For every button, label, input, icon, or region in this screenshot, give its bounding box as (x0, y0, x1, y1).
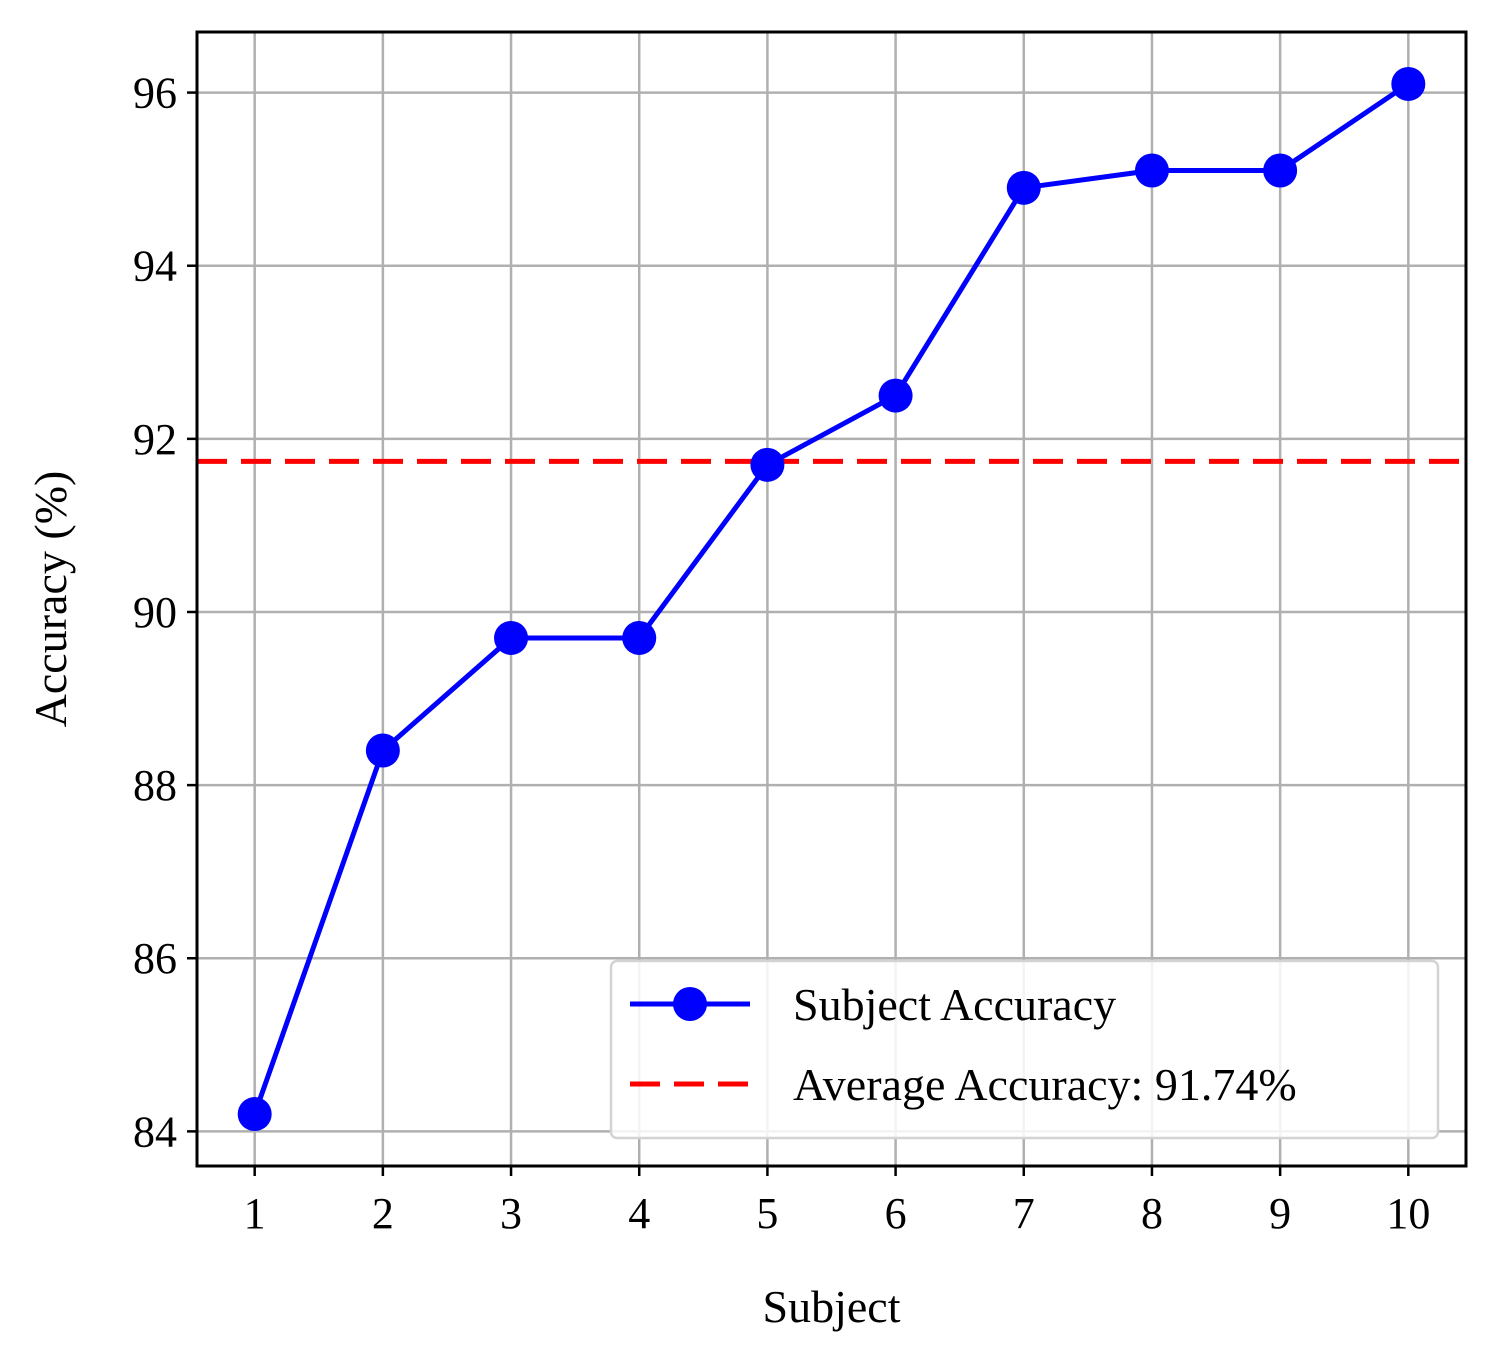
subject-accuracy-line (252, 81, 1410, 1115)
y-axis-label: Accuracy (%) (25, 471, 76, 728)
plot-frame (195, 30, 1468, 1168)
data-point (237, 1097, 272, 1132)
y-tick-label: 88 (133, 761, 177, 810)
y-tick-label: 84 (133, 1107, 177, 1156)
x-tick-label: 5 (756, 1189, 778, 1238)
grid-lines (197, 32, 1466, 1166)
y-tick-label: 94 (133, 242, 177, 291)
x-tick-label: 8 (1141, 1189, 1163, 1238)
legend-average-label: Average Accuracy: 91.74% (793, 1059, 1297, 1110)
data-point (750, 447, 785, 482)
x-tick-label: 3 (500, 1189, 522, 1238)
data-point (1134, 153, 1169, 188)
data-point (1006, 170, 1041, 205)
x-axis-label: Subject (763, 1281, 901, 1332)
legend-series-label: Subject Accuracy (793, 979, 1116, 1030)
x-tick-label: 10 (1386, 1189, 1430, 1238)
legend-box (609, 959, 1440, 1140)
data-point (365, 733, 400, 768)
x-axis-ticks: 1 2 3 4 5 6 7 8 9 10 (244, 1166, 1430, 1238)
y-axis-ticks: 84 86 88 90 92 94 96 (133, 69, 197, 1156)
x-tick-label: 9 (1269, 1189, 1291, 1238)
y-tick-label: 86 (133, 934, 177, 983)
x-tick-label: 6 (885, 1189, 907, 1238)
data-series (237, 66, 1426, 1132)
data-point (494, 620, 529, 655)
x-tick-label: 7 (1013, 1189, 1035, 1238)
legend-series-marker (673, 987, 707, 1021)
data-point (1391, 66, 1426, 101)
y-tick-label: 90 (133, 588, 177, 637)
y-tick-label: 92 (133, 415, 177, 464)
x-tick-label: 2 (372, 1189, 394, 1238)
data-point (1263, 153, 1298, 188)
y-tick-label: 96 (133, 69, 177, 118)
data-point (622, 620, 657, 655)
x-tick-label: 4 (628, 1189, 650, 1238)
data-point (878, 378, 913, 413)
legend: Subject Accuracy Average Accuracy: 91.74… (609, 959, 1440, 1140)
x-tick-label: 1 (244, 1189, 266, 1238)
